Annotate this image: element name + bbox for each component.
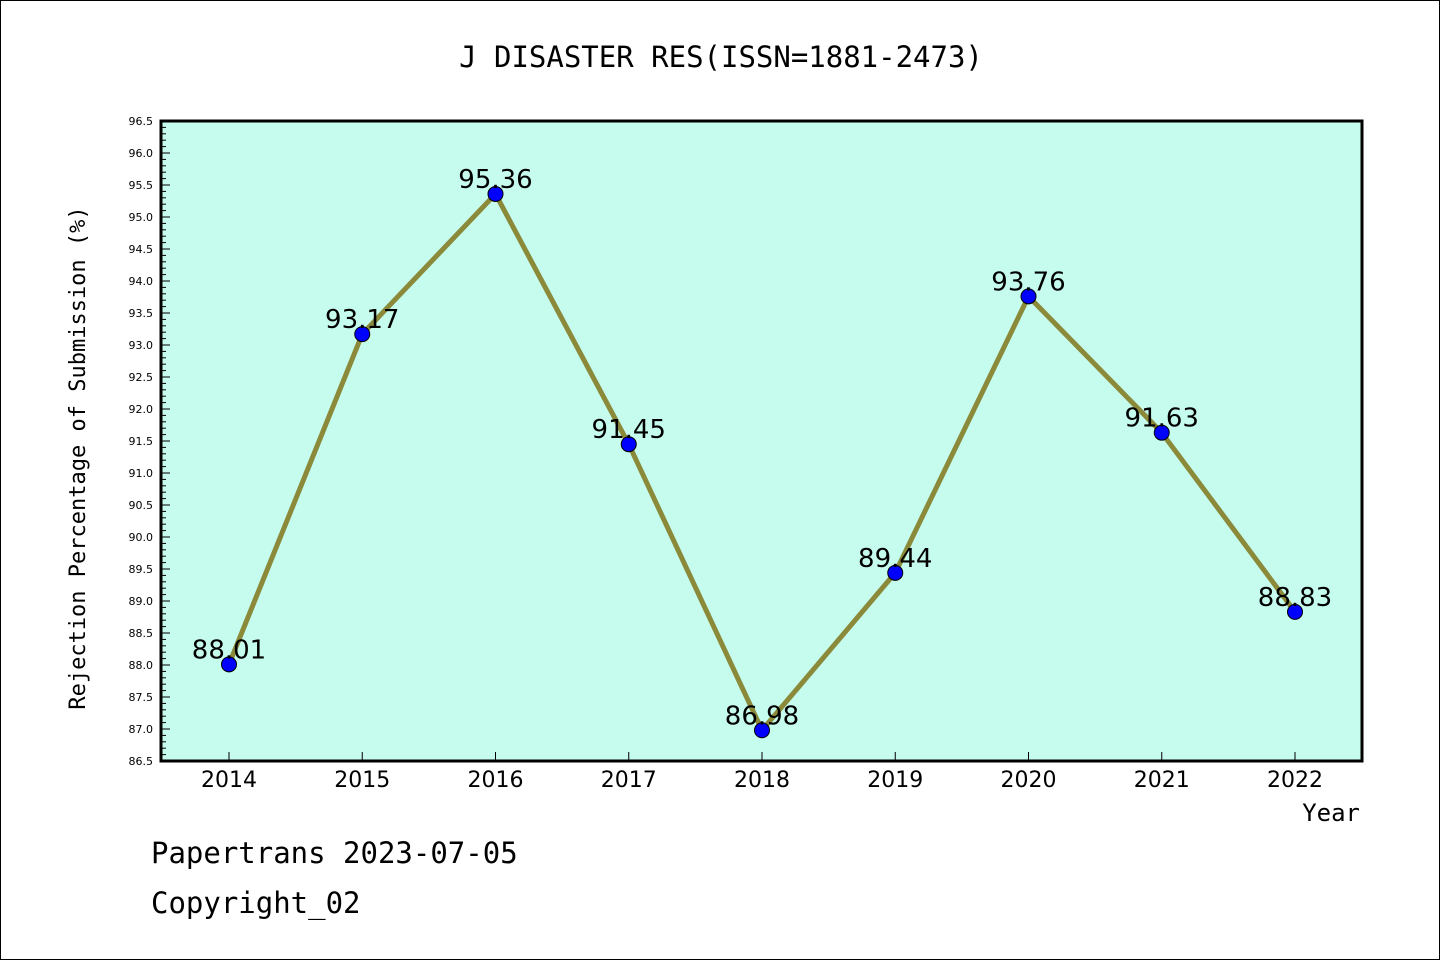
y-tick-label: 87.0 — [129, 723, 154, 736]
y-axis: 86.5 87.0 87.5 88.0 88.5 89.0 89.5 90.0 90.5 91.0… — [129, 115, 170, 768]
data-point-2019 — [887, 564, 904, 581]
x-tick-label: 2017 — [601, 768, 657, 793]
plot-area — [159, 119, 1364, 763]
footer-line-1: Papertrans 2023-07-05 — [151, 836, 518, 870]
data-label-2018: 86.98 — [725, 701, 799, 731]
x-tick-label: 2015 — [334, 768, 390, 793]
data-label-2016: 95.36 — [458, 165, 532, 195]
x-axis-label: Year — [1302, 799, 1360, 827]
data-label-2015: 93.17 — [325, 305, 399, 335]
data-markers — [221, 185, 1303, 739]
y-tick-label: 93.0 — [129, 339, 154, 352]
y-tick-label: 88.5 — [129, 627, 154, 640]
x-tick-label: 2020 — [1001, 768, 1057, 793]
x-tick-label: 2022 — [1267, 768, 1323, 793]
chart-title: J DISASTER RES(ISSN=1881-2473) — [459, 40, 983, 74]
data-label-2022: 88.83 — [1258, 583, 1332, 613]
x-axis: 2014 2015 2016 2017 2018 2019 2020 2021 2022 — [201, 752, 1323, 793]
footer-line-2: Copyright_02 — [151, 886, 361, 920]
y-tick-label: 91.0 — [129, 467, 154, 480]
y-tick-label: 96.5 — [129, 115, 154, 128]
data-labels: 88.01 93.17 95.36 91.45 86.98 89.44 93.76 91.63… — [192, 165, 1332, 731]
data-point-2016 — [487, 185, 504, 202]
data-point-2020 — [1020, 288, 1037, 305]
data-point-2021 — [1153, 424, 1170, 441]
data-label-2021: 91.63 — [1125, 404, 1199, 434]
x-tick-label: 2016 — [468, 768, 524, 793]
y-tick-label: 95.5 — [129, 179, 154, 192]
x-tick-label: 2018 — [734, 768, 790, 793]
data-point-2014 — [221, 656, 237, 673]
y-tick-label: 92.0 — [129, 403, 154, 416]
y-tick-label: 96.0 — [129, 147, 154, 160]
data-point-2015 — [354, 326, 371, 343]
y-axis-label: Rejection Percentage of Submission (%) — [66, 206, 91, 709]
y-tick-label: 90.5 — [129, 499, 154, 512]
data-label-2014: 88.01 — [192, 635, 266, 665]
y-tick-label: 92.5 — [129, 371, 154, 384]
y-tick-label: 93.5 — [129, 307, 154, 320]
y-tick-label: 95.0 — [129, 211, 154, 224]
y-tick-label: 87.5 — [129, 691, 154, 704]
data-label-2017: 91.45 — [592, 415, 666, 445]
y-tick-label: 94.0 — [129, 275, 154, 288]
y-tick-label: 94.5 — [129, 243, 154, 256]
y-tick-label: 88.0 — [129, 659, 154, 672]
y-tick-label: 89.5 — [129, 563, 154, 576]
data-label-2019: 89.44 — [858, 544, 932, 574]
x-tick-label: 2019 — [867, 768, 923, 793]
data-point-2017 — [620, 436, 637, 453]
data-point-2022 — [1287, 603, 1303, 620]
data-point-2018 — [754, 722, 770, 739]
y-tick-label: 89.0 — [129, 595, 154, 608]
x-tick-label: 2014 — [201, 768, 257, 793]
data-label-2020: 93.76 — [991, 267, 1065, 297]
y-tick-label: 86.5 — [129, 755, 154, 768]
y-tick-label: 90.0 — [129, 531, 154, 544]
x-tick-label: 2021 — [1134, 768, 1190, 793]
y-tick-label: 91.5 — [129, 435, 154, 448]
